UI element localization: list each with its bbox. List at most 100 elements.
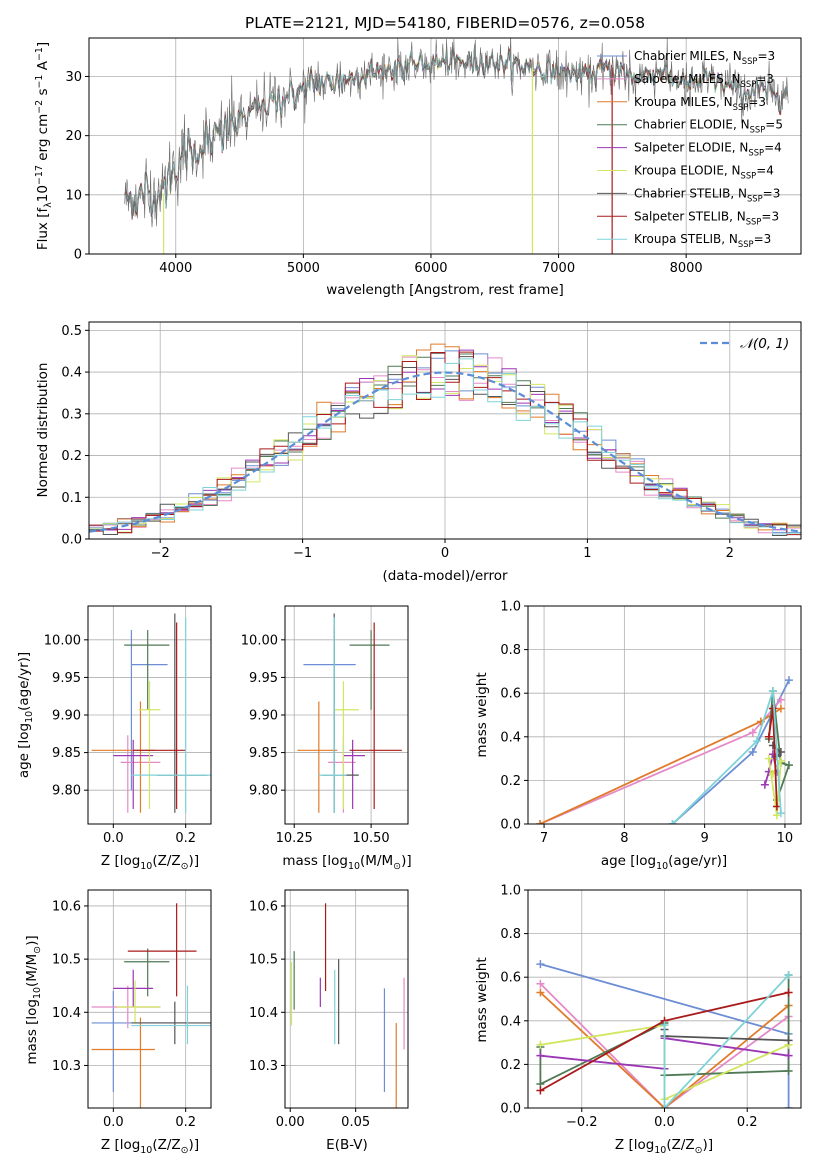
y-tick-label: 9.80 — [52, 784, 81, 799]
x-tick-label: 8 — [620, 831, 628, 846]
y-axis-label-residuals: Normed distribution — [35, 363, 51, 498]
y-axis-label-weight-z: mass weight — [474, 957, 490, 1042]
weight-marker — [536, 1086, 545, 1095]
weight-marker — [536, 988, 545, 997]
legend-spectrum: Chabrier MILES, NSSP=3 Salpeter MILES, NS… — [597, 49, 783, 249]
plot-area — [89, 343, 801, 539]
weight-marker — [784, 988, 793, 997]
x-tick-label: 2 — [726, 546, 734, 561]
weight-marker — [776, 695, 785, 704]
y-tick-label: 10 — [65, 188, 82, 203]
weight-marker — [748, 728, 757, 737]
panel-residuals: −2 −1 0 1 2 0.0 0.1 0.2 0.3 0.4 0.5 — [61, 321, 802, 561]
weight-marker — [776, 704, 785, 713]
weight-marker — [536, 1040, 545, 1049]
y-tick-label: 0.8 — [500, 927, 521, 942]
x-tick-label: 0.0 — [654, 1115, 675, 1130]
y-tick-label: 0.6 — [500, 971, 521, 986]
weight-marker — [536, 960, 545, 969]
y-tick-label: 0 — [74, 248, 82, 263]
error-bar-point-0 — [91, 991, 186, 1093]
panel-age_vs_mass: 10.25 10.50 9.80 9.85 9.90 9.95 10.00 — [241, 605, 409, 846]
y-tick-label: 0.2 — [500, 1058, 521, 1073]
y-tick-label: 10.5 — [249, 953, 278, 968]
error-bar-point-8 — [131, 617, 211, 813]
error-bar-point-8 — [318, 617, 347, 813]
weight-marker — [768, 704, 777, 713]
x-tick-label: 4000 — [159, 261, 192, 276]
weight-marker — [784, 1104, 793, 1108]
weight-marker — [764, 754, 773, 763]
plot-area — [536, 676, 793, 824]
y-tick-label: 9.90 — [249, 709, 278, 724]
y-tick-label: 9.80 — [249, 784, 278, 799]
y-tick-label: 1.0 — [500, 600, 521, 615]
legend-entry: Kroupa MILES, NSSP=3 — [634, 95, 766, 112]
error-bar-point-2 — [91, 1017, 155, 1108]
x-tick-label: 6000 — [414, 261, 447, 276]
error-bar-point-6 — [321, 613, 359, 813]
y-tick-label: 10.3 — [52, 1059, 81, 1074]
error-bar-point-4 — [343, 739, 365, 809]
weight-marker — [784, 971, 793, 980]
x-tick-label: 7 — [540, 831, 548, 846]
y-axis-label-mass: mass [log10(M/M⊙)] — [24, 935, 43, 1064]
axes-frame — [284, 889, 409, 1109]
weight-marker — [784, 761, 793, 770]
weight-marker — [784, 1051, 793, 1060]
plot-area — [297, 613, 402, 813]
weight-marker — [768, 687, 777, 696]
panel-spectrum: 4000 5000 6000 7000 8000 0 10 20 30 — [65, 37, 802, 276]
weight-marker — [784, 1036, 793, 1045]
x-axis-label-age-mass: mass [log10(M/M⊙)] — [282, 853, 411, 872]
error-bar-point-5 — [116, 980, 161, 1023]
x-axis-label-mass-z: Z [log10(Z/Z⊙)] — [101, 1137, 199, 1156]
y-tick-label: 0.5 — [61, 324, 82, 339]
y-tick-label: 10.00 — [44, 633, 81, 648]
x-tick-label: 0.0 — [103, 1115, 124, 1130]
weight-series-8 — [663, 974, 790, 1108]
weight-marker — [784, 1066, 793, 1075]
weight-marker — [536, 820, 545, 824]
y-tick-label: 10.00 — [241, 633, 278, 648]
weight-marker — [768, 741, 777, 750]
weight-series-2 — [539, 707, 782, 824]
error-bar-point-2 — [91, 701, 155, 813]
axes-frame — [284, 605, 409, 825]
y-tick-label: 0.4 — [61, 366, 82, 381]
x-axis-label-age-z: Z [log10(Z/Z⊙)] — [101, 853, 199, 872]
weight-marker — [536, 1051, 545, 1060]
x-tick-label: 0.0 — [103, 831, 124, 846]
x-axis-label-weight-z: Z [log10(Z/Z⊙)] — [615, 1137, 713, 1156]
plot-area — [290, 903, 405, 1108]
legend-residuals: 𝒩(0, 1) — [700, 336, 789, 352]
legend-entry: Kroupa ELODIE, NSSP=4 — [634, 164, 774, 181]
panel-mass_vs_ebv: 0.00 0.05 10.3 10.4 10.5 10.6 — [249, 889, 409, 1130]
axes-frame — [527, 889, 802, 1109]
weight-marker — [536, 979, 545, 988]
y-tick-label: 0.4 — [500, 730, 521, 745]
x-tick-label: 10 — [777, 831, 794, 846]
x-tick-label: 0.05 — [341, 1115, 370, 1130]
weight-marker — [776, 748, 785, 757]
y-tick-label: 0.1 — [61, 491, 82, 506]
axes-frame — [87, 889, 212, 1109]
weight-marker — [668, 820, 677, 824]
x-tick-label: 0.2 — [737, 1115, 758, 1130]
x-tick-label: 10.50 — [352, 831, 389, 846]
y-tick-label: 0.4 — [500, 1014, 521, 1029]
y-axis-label-age: age [log10(age/yr)] — [16, 652, 35, 778]
y-tick-label: 9.95 — [249, 671, 278, 686]
error-bar-point-8 — [131, 985, 211, 1045]
weight-series-8 — [671, 690, 782, 824]
x-tick-label: 0.2 — [175, 1115, 196, 1130]
y-tick-label: 10.6 — [249, 899, 278, 914]
error-bar-point-7 — [133, 622, 186, 809]
weight-marker — [776, 809, 785, 818]
weight-marker — [660, 1021, 669, 1030]
plot-area — [91, 903, 211, 1108]
panel-age_vs_Z: 0.0 0.2 9.80 9.85 9.90 9.95 10.00 — [44, 605, 212, 846]
y-tick-label: 0.2 — [500, 774, 521, 789]
x-tick-label: −0.2 — [566, 1115, 598, 1130]
error-bar-point-0 — [130, 630, 168, 791]
